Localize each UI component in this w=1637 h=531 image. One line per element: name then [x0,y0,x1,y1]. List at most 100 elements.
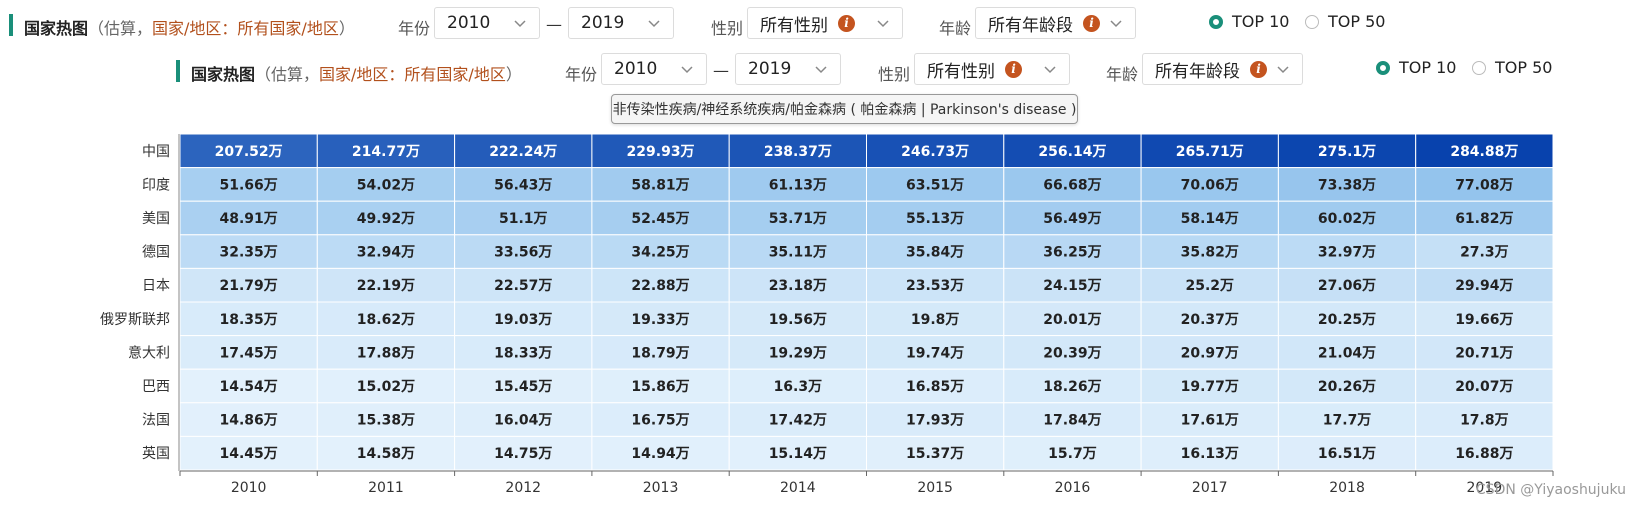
heatmap-cell[interactable] [1140,234,1279,269]
radio-top10[interactable]: TOP 10 [1209,12,1289,31]
x-tick-label: 2016 [1055,480,1091,496]
radio-top10[interactable]: TOP 10 [1376,58,1456,77]
heatmap-cell[interactable] [866,200,1005,236]
heatmap-cell[interactable] [316,267,456,303]
heatmap-cell[interactable] [866,435,1005,471]
heatmap-cell[interactable] [591,234,730,269]
cell-label: 25.2万 [1185,278,1234,294]
heatmap-cell[interactable] [591,267,730,303]
heatmap-cell[interactable] [1003,167,1142,202]
heatmap-cell[interactable] [1415,200,1554,236]
heatmap-cell[interactable] [454,133,593,169]
heatmap-cell[interactable] [591,133,730,169]
cell-label: 14.86万 [220,413,278,429]
heatmap-cell[interactable] [1415,435,1554,471]
heatmap-cell[interactable] [1415,267,1554,303]
age-select[interactable]: 所有年龄段 i [975,7,1136,39]
cell-label: 56.49万 [1043,211,1101,227]
cell-label: 15.45万 [494,379,552,395]
year-from-select[interactable]: 2010 [601,53,707,85]
heatmap-cell[interactable] [179,435,318,471]
heatmap-cell[interactable] [1003,133,1142,169]
heatmap-cell[interactable] [1415,368,1554,404]
heatmap-cell[interactable] [454,402,593,437]
heatmap-cell[interactable] [866,167,1005,202]
heatmap-cell[interactable] [1003,234,1142,269]
sex-select[interactable]: 所有性别 i [747,7,903,39]
heatmap-cell[interactable] [316,402,456,437]
sex-select[interactable]: 所有性别 i [914,53,1070,85]
y-tick-label: 英国 [142,445,170,462]
info-icon[interactable]: i [1005,60,1022,78]
heatmap-cell[interactable] [728,301,868,337]
info-icon[interactable]: i [1083,14,1100,32]
radio-top50[interactable]: TOP 50 [1305,12,1385,31]
heatmap-cell[interactable] [179,234,318,269]
cell-label: 66.68万 [1043,177,1101,193]
x-tick-label: 2011 [368,480,404,496]
cell-label: 61.82万 [1455,211,1513,227]
heatmap-cell[interactable] [179,200,318,236]
heatmap-cell[interactable] [728,435,868,471]
year-to-select[interactable]: 2019 [735,53,841,85]
heatmap-cell[interactable] [1140,167,1279,202]
heatmap-cell[interactable] [1277,167,1417,202]
disease-tooltip: 非传染性疾病/神经系统疾病/帕金森病 ( 帕金森病 | Parkinson's … [611,94,1078,124]
heatmap-cell[interactable] [591,335,730,370]
cell-label: 17.8万 [1460,413,1509,429]
heatmap-cell[interactable] [728,368,868,404]
heatmap-cell[interactable] [454,167,593,202]
heatmap-cell[interactable] [1140,368,1279,404]
age-select[interactable]: 所有年龄段 i [1142,53,1303,85]
heatmap-cell[interactable] [1003,435,1142,471]
heatmap-cell[interactable] [316,133,456,169]
heatmap-cell[interactable] [1415,133,1554,169]
heatmap-cell[interactable] [316,301,456,337]
heatmap-cell[interactable] [1277,200,1417,236]
heatmap-cell[interactable] [591,167,730,202]
cell-label: 21.04万 [1318,345,1376,361]
x-tick-label: 2014 [780,480,816,496]
year-from-select[interactable]: 2010 [434,7,540,39]
heatmap-cell[interactable] [1277,133,1417,169]
heatmap-cell[interactable] [728,200,868,236]
heatmap-cell[interactable] [1277,402,1417,437]
year-to-value: 2019 [748,59,792,79]
heatmap-cell[interactable] [1140,133,1279,169]
heatmap-cell[interactable] [1140,402,1279,437]
info-icon[interactable]: i [838,14,855,32]
title-scope: 国家/地区：所有国家/地区 [152,19,339,38]
heatmap-cell[interactable] [1277,234,1417,269]
heatmap-cell[interactable] [1277,335,1417,370]
info-icon[interactable]: i [1250,60,1267,78]
heatmap-cell[interactable] [1003,267,1142,303]
heatmap-cell[interactable] [1415,167,1554,202]
heatmap-cell[interactable] [179,301,318,337]
heatmap-cell[interactable] [316,167,456,202]
cell-label: 18.35万 [220,312,278,328]
cell-label: 19.8万 [911,312,960,328]
heatmap-cell[interactable] [316,368,456,404]
heatmap-cell[interactable] [1140,267,1279,303]
cell-label: 284.88万 [1450,144,1518,160]
heatmap-cell[interactable] [1140,200,1279,236]
heatmap-cell[interactable] [454,234,593,269]
heatmap-cell[interactable] [1415,301,1554,337]
heatmap-cell[interactable] [866,402,1005,437]
heatmap-cell[interactable] [1277,435,1417,471]
title-paren-open: （估算， [255,65,320,84]
heatmap-cell[interactable] [454,368,593,404]
heatmap-cell[interactable] [1415,335,1554,370]
heatmap-cell[interactable] [179,167,318,202]
cell-label: 17.88万 [357,345,415,361]
heatmap-cell[interactable] [454,200,593,236]
heatmap-cell[interactable] [866,133,1005,169]
filter-toolbar-second: 国家热图（估算，国家/地区：所有国家/地区） 年份 2010 — 2019 性别… [0,50,1637,90]
radio-top50[interactable]: TOP 50 [1472,58,1552,77]
cell-label: 22.88万 [631,278,689,294]
heatmap-cell[interactable] [1415,234,1554,269]
heatmap-cell[interactable] [591,435,730,471]
cell-label: 54.02万 [357,177,415,193]
heatmap-cell[interactable] [1003,200,1142,236]
year-to-select[interactable]: 2019 [568,7,674,39]
